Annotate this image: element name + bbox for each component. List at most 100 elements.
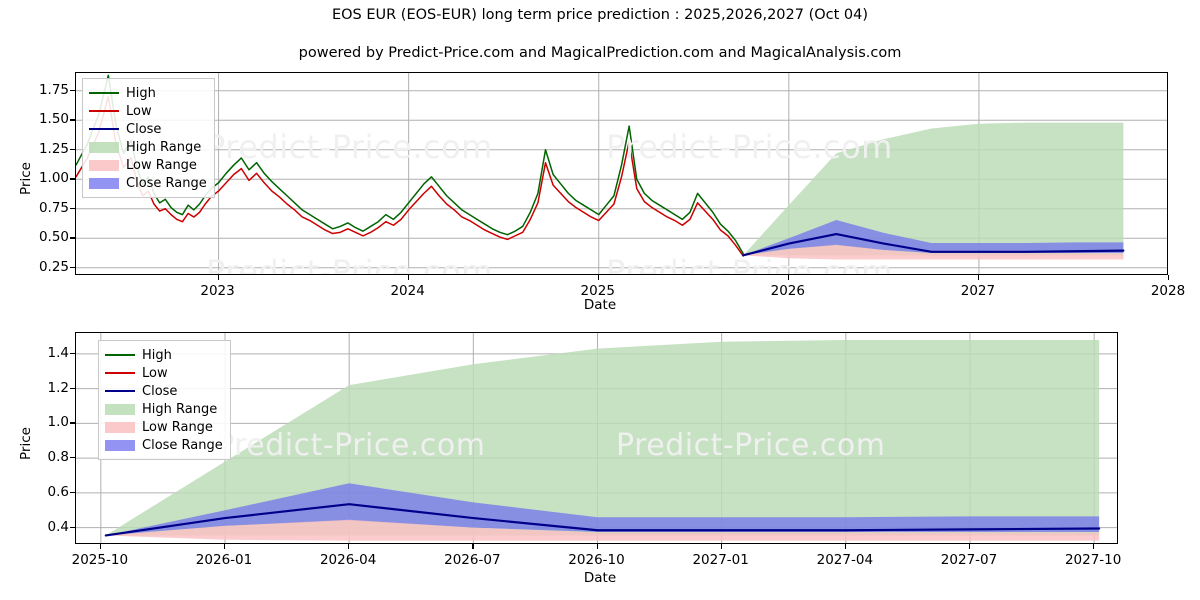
legend-item-close-range: Close Range [89,174,207,192]
bottom-legend: High Low Close High Range Low Range Close Ran… [98,340,231,460]
top-plot-svg [76,73,1167,274]
legend-label: Low Range [126,157,197,173]
y-tick-mark [70,422,75,424]
legend-item-high-range: High Range [89,138,206,156]
top-plot-area: Predict-Price.com Predict-Price.com Predic… [75,72,1168,275]
legend-swatch-line-icon [89,104,119,118]
x-tick-label: 2027-04 [816,552,874,568]
legend-label: High Range [126,139,202,155]
legend-label: Low [126,103,152,119]
x-tick-label: 2025 [580,283,615,299]
x-tick-mark [597,275,600,280]
band-low-range [105,519,1100,541]
legend-swatch-patch-icon [89,158,119,172]
x-tick-label: 2026-07 [444,552,501,568]
y-tick-mark [70,207,75,210]
band-low-range [743,244,1124,260]
legend-item-low-range: Low Range [89,156,206,174]
legend-item-low-range: Low Range [105,418,222,436]
x-tick-mark [844,544,847,549]
legend-label: Close Range [126,175,207,191]
legend-label: Close [126,121,162,137]
x-tick-label: 2026-04 [319,552,377,568]
x-tick-mark [977,275,980,280]
x-tick-mark [596,544,598,549]
legend-item-high: High [105,346,222,364]
legend-swatch-line-icon [105,366,135,380]
legend-marker [89,142,119,153]
legend-label: Close Range [142,437,223,453]
legend-marker [89,178,119,189]
legend-label: Close [142,383,178,399]
x-tick-mark [348,544,350,549]
y-tick-mark [70,119,75,121]
series-line-close [742,233,1125,257]
legend-label: Low [142,365,168,381]
x-tick-mark [720,544,722,549]
x-tick-label: 2027-07 [940,552,998,568]
x-tick-mark [217,275,219,280]
y-tick-label: 1.25 [38,140,69,157]
legend-marker [105,404,135,415]
y-tick-mark [70,266,75,269]
y-tick-mark [70,387,75,389]
y-tick-mark [70,491,75,494]
bottom-xaxis-title: Date [583,570,617,586]
legend-swatch-patch-icon [105,420,135,434]
legend-item-close-range: Close Range [105,436,223,454]
y-tick-label: 0.6 [47,483,69,500]
legend-swatch-patch-icon [89,140,119,154]
legend-swatch-line-icon [105,384,135,398]
x-tick-mark [1093,544,1095,549]
legend-swatch-line-icon [105,348,135,362]
top-xaxis-title: Date [583,297,617,313]
x-tick-label: 2025-10 [71,552,129,568]
x-tick-label: 2027 [960,283,996,299]
series-line-low [76,95,744,257]
y-tick-mark [70,89,75,91]
legend-label: High [142,347,172,363]
legend-marker [89,160,119,171]
legend-marker [105,440,135,451]
legend-item-close: Close [89,120,206,138]
legend-label: Low Range [142,419,213,435]
y-tick-label: 1.2 [47,379,69,396]
legend-label: High Range [142,401,218,417]
x-tick-label: 2023 [200,283,235,299]
band-close-range [743,219,1124,256]
legend-swatch-patch-icon [89,176,119,190]
x-tick-label: 2026 [770,283,805,299]
x-tick-label: 2026-01 [195,552,253,568]
x-tick-mark [969,544,971,549]
legend-marker [89,92,119,95]
y-tick-label: 0.75 [38,199,69,216]
y-tick-label: 1.00 [38,170,69,187]
y-tick-mark [70,457,75,459]
band-close-range [105,483,1100,536]
x-tick-mark [1168,275,1170,280]
x-tick-mark [224,544,226,549]
legend-item-high-range: High Range [105,400,222,418]
series-line-high [76,74,744,255]
bottom-plot-svg [76,333,1117,543]
y-tick-mark [70,352,75,355]
x-tick-label: 2028 [1150,283,1186,299]
y-tick-label: 1.0 [47,414,69,431]
bottom-chart-panel: Predict-Price.com Predict-Price.com High L… [0,320,1200,600]
bottom-plot-area: Predict-Price.com Predict-Price.com [75,332,1118,544]
x-tick-mark [787,275,790,280]
y-tick-mark [70,178,75,180]
y-tick-mark [70,526,75,528]
legend-item-close: Close [105,382,222,400]
x-tick-mark [472,544,474,549]
x-tick-label: 2024 [390,283,425,299]
legend-marker [105,390,135,393]
legend-item-low: Low [105,364,222,382]
y-tick-mark [70,148,75,150]
y-tick-label: 1.50 [38,111,69,128]
y-tick-label: 1.75 [38,81,69,98]
legend-marker [89,128,119,131]
legend-swatch-patch-icon [105,402,135,416]
y-tick-label: 0.4 [47,518,69,535]
